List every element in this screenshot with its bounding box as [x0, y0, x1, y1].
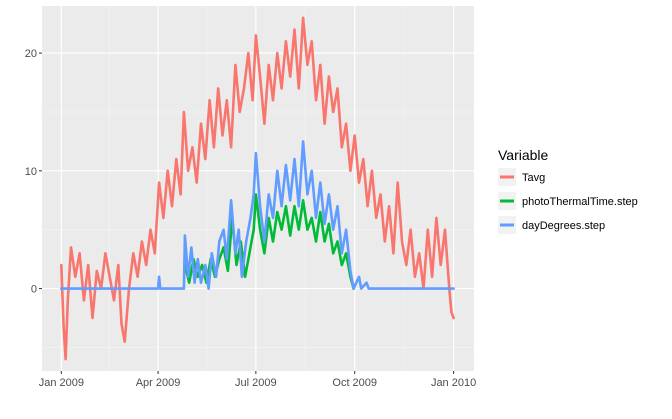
- y-tick-label: 10: [25, 166, 37, 178]
- legend-title: Variable: [498, 147, 549, 163]
- y-tick-label: 0: [31, 284, 37, 296]
- series-line-photothermaltime-step: [183, 193, 355, 290]
- y-tick-label: 20: [25, 48, 37, 60]
- legend-label-tavg: Tavg: [522, 172, 545, 184]
- axis-layer: 0 10 20 Jan 2009 Apr 2009 Jul 2009 Oct 2009 Jan…: [25, 48, 476, 389]
- x-tick-label: Jan 2010: [431, 377, 476, 389]
- x-tick-label: Jul 2009: [235, 377, 277, 389]
- series-layer: [60, 16, 455, 361]
- legend: Variable Tavg photoThermalTime.step dayD…: [498, 147, 638, 234]
- legend-label-photothermaltime: photoThermalTime.step: [522, 196, 638, 208]
- series-line-tavg: [60, 16, 455, 361]
- legend-label-daydegrees: dayDegrees.step: [522, 220, 605, 232]
- minor-grid: [42, 6, 474, 371]
- x-tick-label: Oct 2009: [332, 377, 377, 389]
- x-tick-label: Apr 2009: [136, 377, 181, 389]
- series-line-daydegrees-step: [60, 140, 455, 290]
- x-tick-label: Jan 2009: [39, 377, 84, 389]
